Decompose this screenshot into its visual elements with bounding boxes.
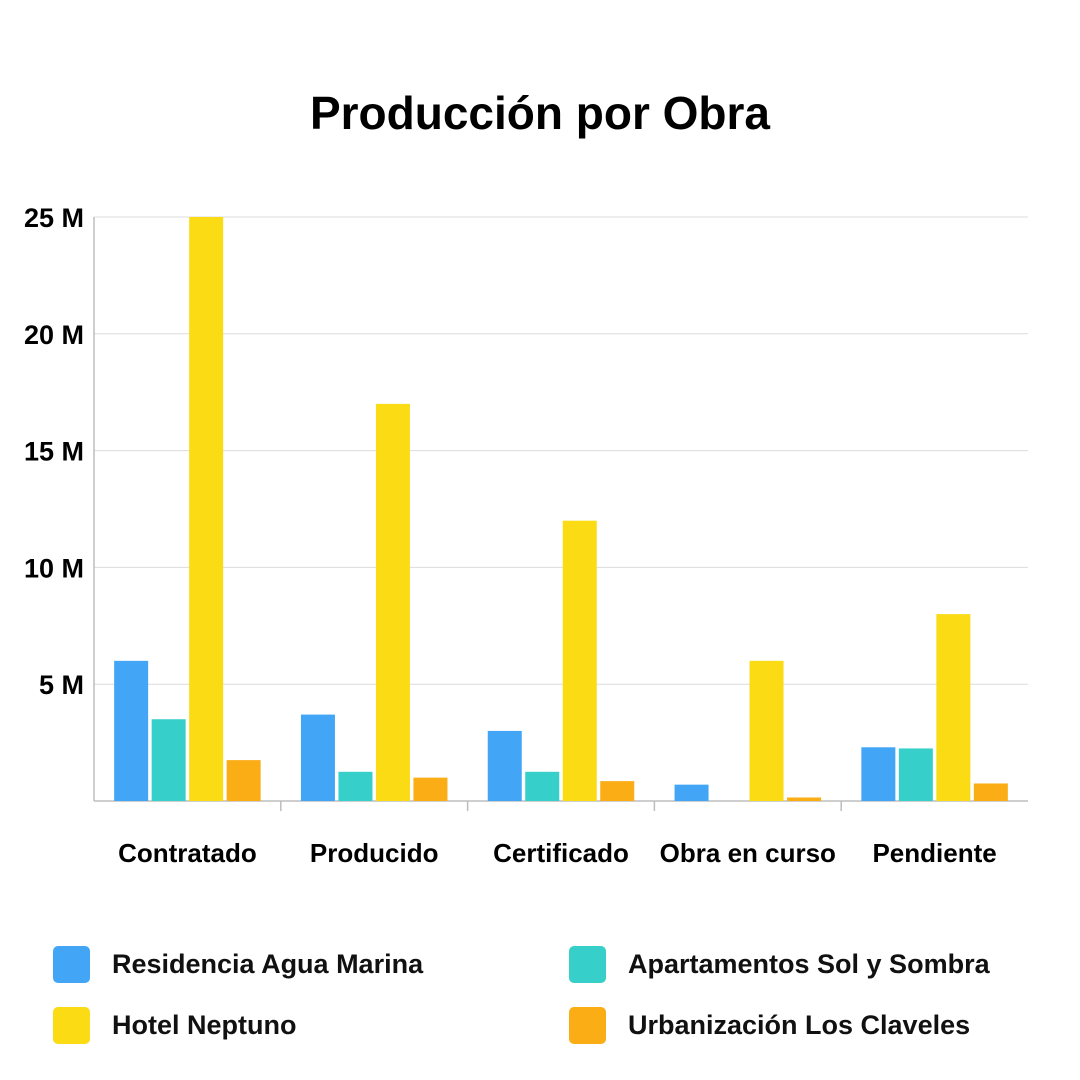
y-tick-label: 20 M (24, 320, 84, 350)
legend-swatch (569, 945, 606, 983)
legend-item-hotel-neptuno[interactable]: Hotel Neptuno (53, 1003, 296, 1047)
legend-swatch (53, 1006, 90, 1044)
chart-title: Producción por Obra (309, 87, 771, 139)
x-tick-label: Certificado (493, 838, 629, 868)
bar[interactable] (898, 748, 933, 801)
legend-label: Hotel Neptuno (112, 1009, 297, 1040)
tick-labels: 5 M 10 M 15 M 20 M 25 M Contratado Producido Ce… (24, 203, 997, 868)
gridlines (94, 216, 1028, 685)
bar[interactable] (525, 771, 560, 801)
bar[interactable] (226, 760, 261, 801)
x-tick-label: Producido (310, 838, 439, 868)
x-tick-label: Pendiente (872, 838, 996, 868)
legend-item-residencia-agua-marina[interactable]: Residencia Agua Marina (53, 942, 423, 986)
bar[interactable] (936, 614, 971, 801)
legend-swatch (53, 945, 90, 983)
y-tick-label: 10 M (24, 553, 84, 583)
bar[interactable] (787, 797, 822, 801)
legend-label: Residencia Agua Marina (112, 948, 424, 979)
axes (93, 217, 1028, 811)
bar[interactable] (300, 714, 335, 801)
legend-swatch (569, 1006, 606, 1044)
legend: Residencia Agua Marina Apartamentos Sol … (0, 935, 1080, 1065)
bar[interactable] (674, 784, 709, 801)
legend-label: Urbanización Los Claveles (628, 1009, 971, 1040)
legend-item-apartamentos-sol-y-sombra[interactable]: Apartamentos Sol y Sombra (569, 942, 990, 986)
bars (114, 217, 1008, 801)
bar[interactable] (189, 217, 224, 801)
bar[interactable] (973, 783, 1008, 801)
bar[interactable] (749, 660, 784, 801)
bar[interactable] (151, 719, 186, 801)
bar[interactable] (413, 777, 448, 801)
bar[interactable] (562, 520, 597, 801)
y-tick-label: 15 M (24, 437, 84, 467)
y-tick-label: 25 M (24, 203, 84, 233)
legend-item-urbanizacion-los-claveles[interactable]: Urbanización Los Claveles (569, 1003, 970, 1047)
bar[interactable] (600, 781, 635, 801)
bar[interactable] (487, 730, 522, 801)
bar[interactable] (338, 771, 373, 801)
bar[interactable] (375, 403, 410, 801)
bar[interactable] (861, 747, 896, 801)
x-tick-label: Obra en curso (660, 838, 836, 868)
y-tick-label: 5 M (39, 670, 84, 700)
legend-label: Apartamentos Sol y Sombra (628, 948, 990, 979)
bar[interactable] (114, 660, 149, 801)
bar-chart: 5 M 10 M 15 M 20 M 25 M Contratado Producido Ce… (24, 203, 1028, 868)
x-tick-label: Contratado (118, 838, 257, 868)
